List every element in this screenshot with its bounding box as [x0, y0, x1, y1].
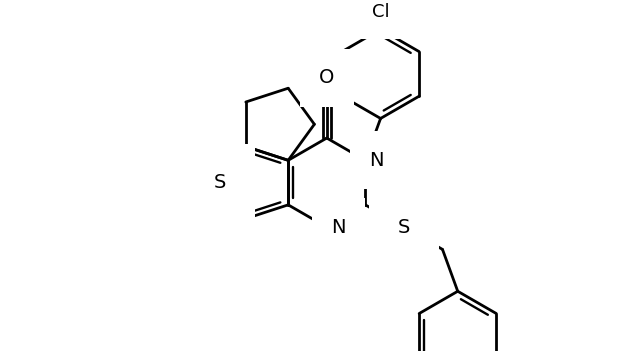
Text: N: N [331, 218, 346, 236]
Text: N: N [369, 151, 384, 170]
Text: S: S [397, 218, 410, 236]
Text: S: S [214, 173, 226, 192]
Text: Cl: Cl [372, 3, 389, 21]
Text: O: O [319, 68, 335, 87]
